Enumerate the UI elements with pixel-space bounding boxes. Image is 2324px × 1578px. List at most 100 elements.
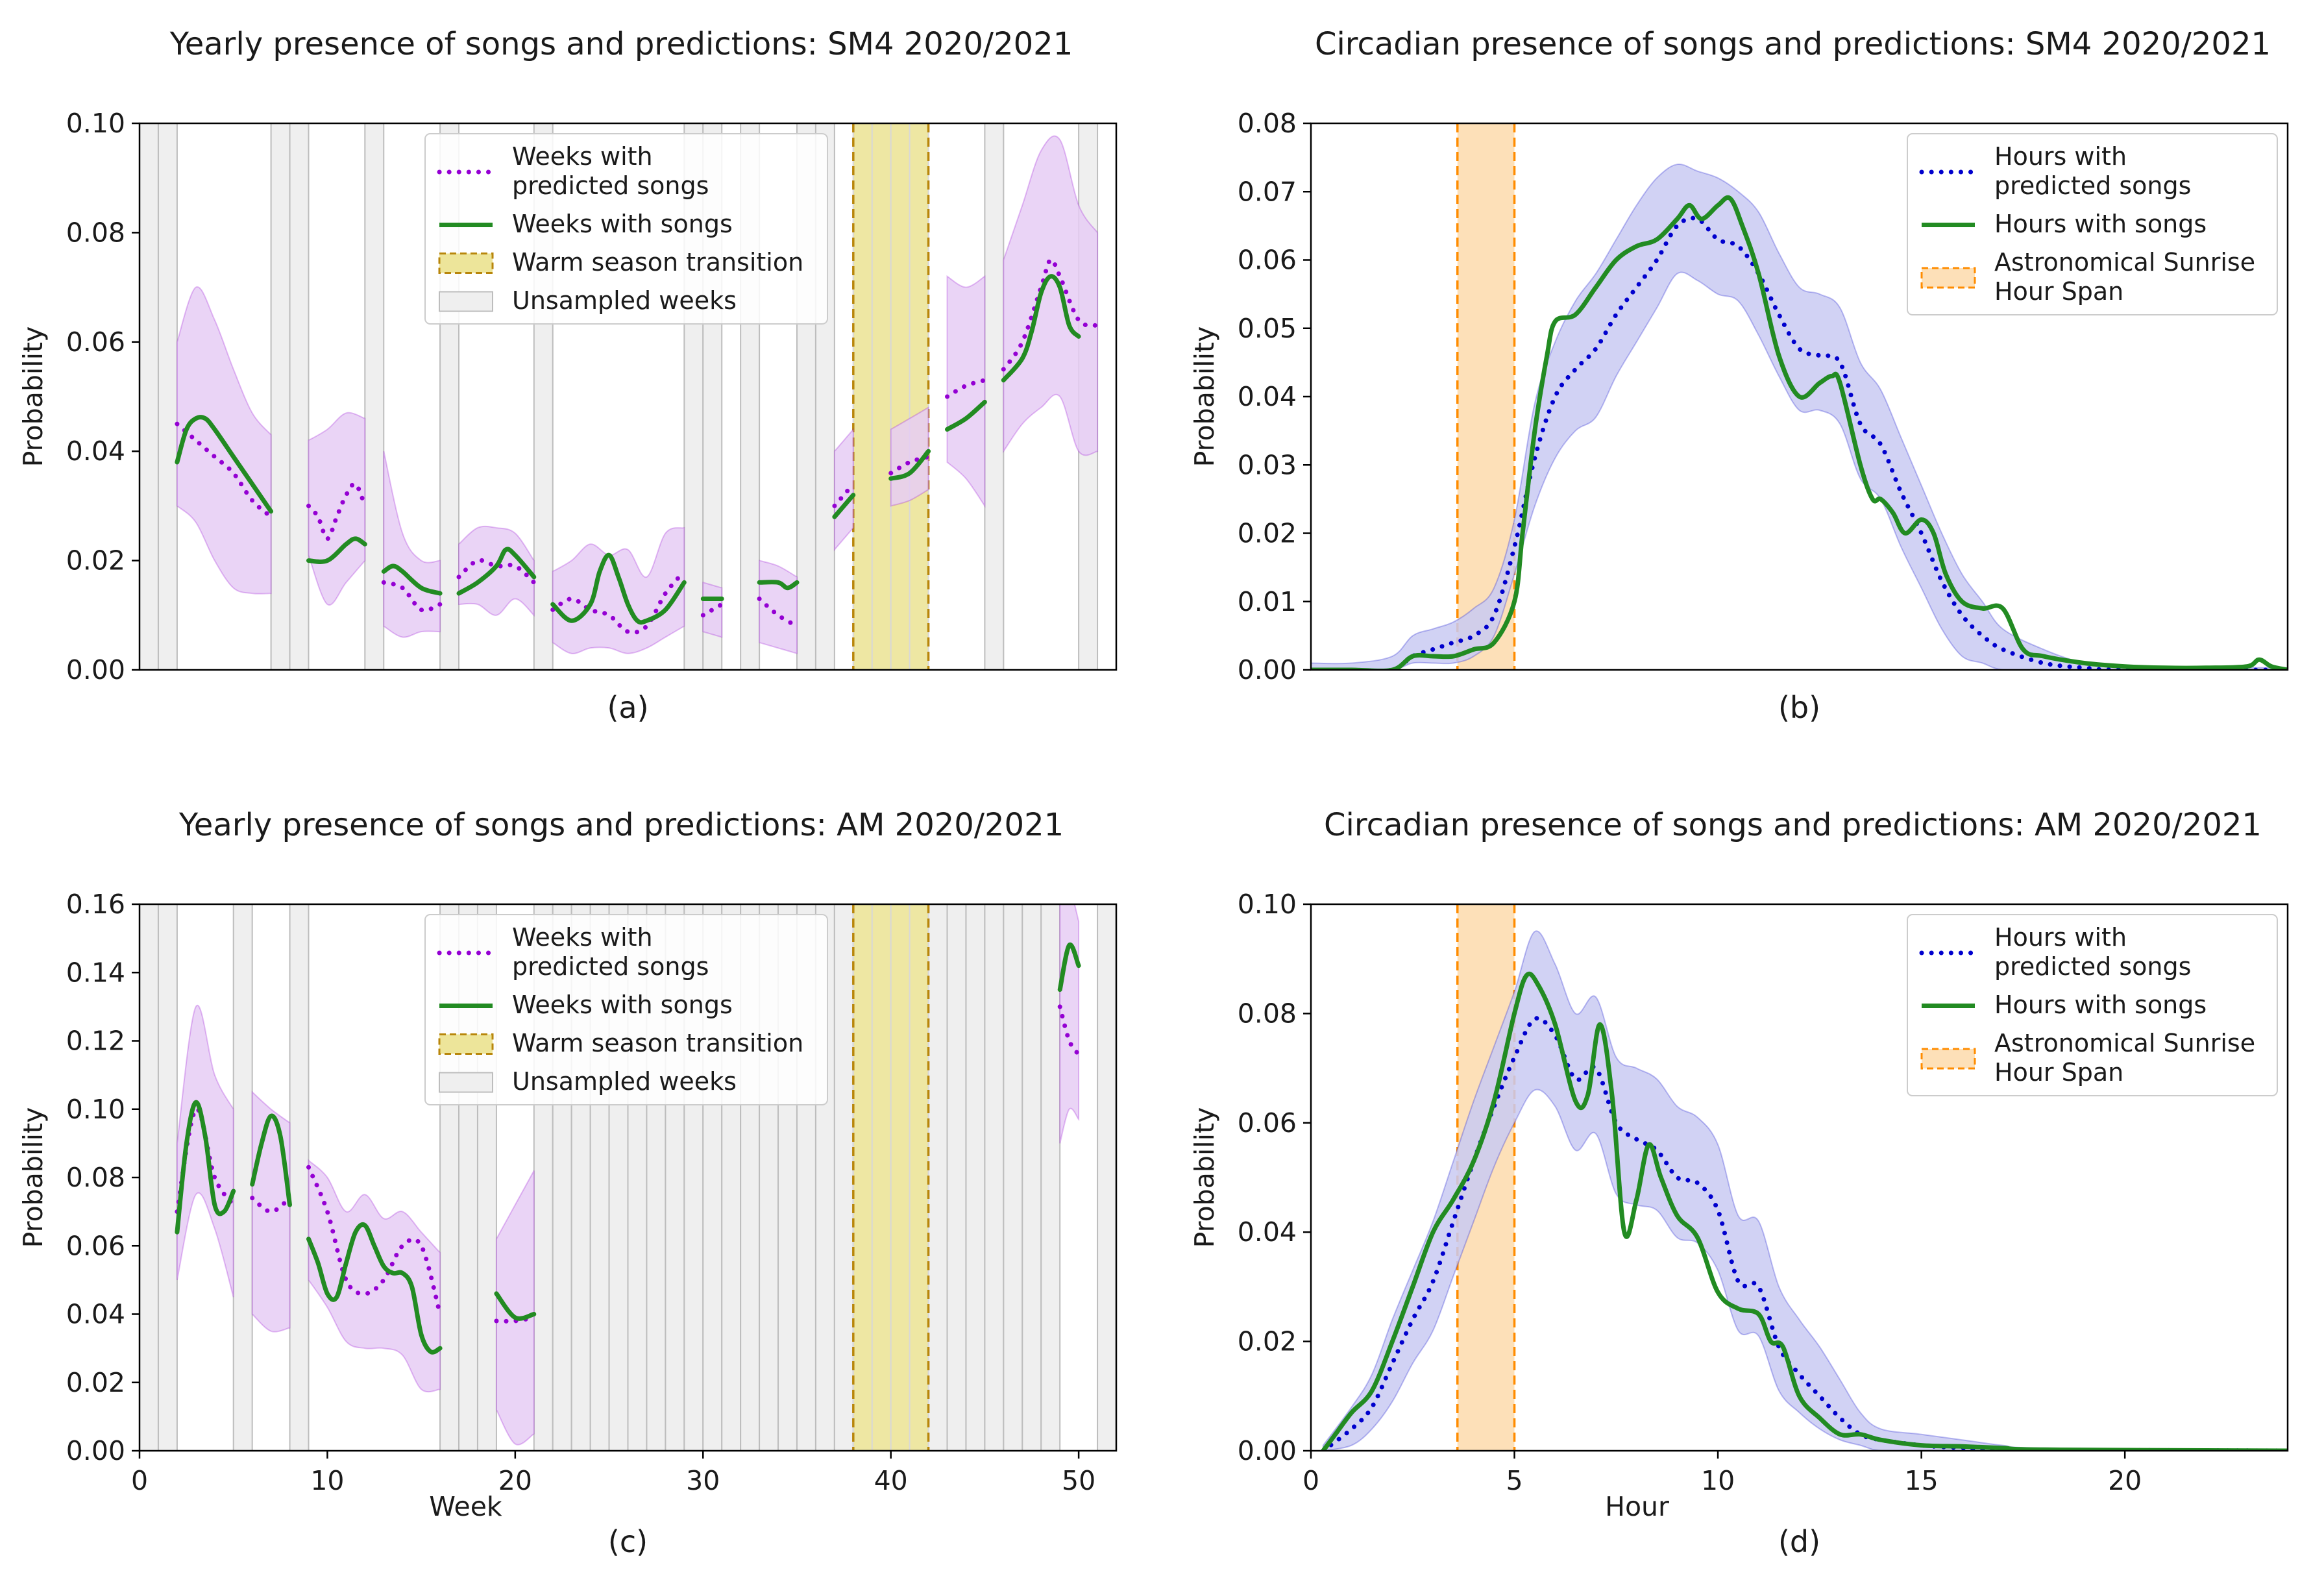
axes-frame	[138, 122, 1118, 671]
legend-box	[424, 914, 828, 1105]
y-tick-label: 0.10	[66, 1094, 125, 1125]
y-tick-label: 0.05	[1238, 313, 1297, 344]
legend-label: Astronomical Sunrise	[1994, 248, 2255, 277]
unsampled-week-bar	[157, 904, 178, 1451]
predicted-songs-line	[1057, 1004, 1081, 1057]
unsampled-week-bar	[984, 904, 1005, 1451]
unsampled-week-bar	[140, 123, 159, 670]
songs-line	[1311, 195, 2288, 670]
panel-b: 0.00 0.01 0.02 0.03 0.04 0.05 0.06 0.07 0.08 Prob…	[1189, 26, 2289, 725]
prediction-band	[1003, 135, 1099, 456]
songs-line	[1057, 943, 1081, 992]
y-tick-label: 0.10	[1238, 889, 1297, 920]
y-tick-label: 0.00	[1238, 1435, 1297, 1466]
legend-key-unsampled	[439, 291, 493, 312]
legend-box	[1907, 133, 2278, 315]
predicted-songs-line	[494, 1315, 537, 1324]
y-tick-label: 0.03	[1238, 449, 1297, 480]
predicted-songs-line	[381, 580, 443, 613]
prediction-band	[308, 412, 366, 606]
unsampled-week-bar	[1021, 904, 1042, 1451]
predicted-songs-line	[550, 569, 687, 635]
unsampled-week-bar	[1097, 904, 1116, 1451]
songs-line	[888, 449, 931, 481]
panel-a: 0.00 0.02 0.04 0.06 0.08 0.10 Probability Yearl…	[18, 26, 1118, 725]
y-axis-label: Probability	[18, 1107, 49, 1248]
y-tick-label: 0.04	[66, 436, 125, 467]
x-tick-label: 20	[2108, 1465, 2142, 1496]
unsampled-week-bar	[946, 904, 967, 1451]
legend-label: Hours with songs	[1994, 991, 2207, 1019]
y-tick-label: 0.08	[1238, 998, 1297, 1029]
legend-label: Weeks with songs	[512, 210, 733, 238]
unsampled-week-bar	[232, 904, 253, 1451]
legend-label: Astronomical Sunrise	[1994, 1029, 2255, 1057]
songs-line	[175, 415, 274, 514]
unsampled-week-bar	[965, 904, 986, 1451]
panel-caption: (c)	[608, 1524, 648, 1559]
predicted-songs-line	[250, 1196, 292, 1214]
y-tick-label: 0.02	[66, 1367, 125, 1398]
unsampled-week-bar	[289, 123, 310, 670]
y-tick-label: 0.06	[66, 327, 125, 358]
x-tick-label: 5	[1506, 1465, 1523, 1496]
legend-box	[424, 133, 828, 325]
legend-label: Unsampled weeks	[512, 1067, 737, 1096]
x-axis-label: Week	[429, 1491, 502, 1522]
y-tick-label: 0.08	[66, 217, 125, 248]
songs-line	[832, 493, 856, 519]
panel-c: 0.00 0.02 0.04 0.06 0.08 0.10 0.12 0.14 0.16 0 10 2…	[18, 807, 1118, 1559]
prediction-band	[552, 526, 685, 654]
y-tick-label: 0.06	[1238, 1107, 1297, 1139]
y-axis-label: Probability	[1189, 1107, 1220, 1248]
y-tick-label: 0.10	[66, 108, 125, 139]
unsampled-week-bar	[289, 904, 310, 1451]
legend-label: predicted songs	[512, 171, 709, 200]
songs-line	[306, 536, 367, 564]
x-tick-label: 10	[1701, 1465, 1735, 1496]
y-axis-label: Probability	[1189, 327, 1220, 467]
legend-key-warm-season	[438, 253, 494, 274]
legend-label: Hours with songs	[1994, 210, 2207, 238]
songs-line	[757, 580, 800, 591]
songs-line	[494, 1291, 537, 1321]
unsampled-week-bar	[833, 904, 854, 1451]
unsampled-week-bar	[140, 904, 159, 1451]
predicted-songs-line	[700, 602, 724, 618]
panel-caption: (d)	[1778, 1524, 1820, 1559]
prediction-band	[833, 427, 854, 552]
legend-label: Hour Span	[1994, 1058, 2123, 1087]
plot-area	[1321, 904, 2288, 1451]
songs-line	[1001, 274, 1081, 383]
y-tick-label: 0.06	[1238, 245, 1297, 276]
axes-frame	[1310, 903, 2289, 1452]
y-tick-label: 0.00	[66, 1435, 125, 1466]
legend-box	[1907, 914, 2278, 1096]
predicted-songs-line	[456, 558, 537, 585]
unsampled-week-bar	[364, 123, 385, 670]
legend-label: Hour Span	[1994, 277, 2123, 306]
legend-label: Warm season transition	[512, 248, 803, 277]
prediction-band	[946, 275, 986, 508]
y-tick-label: 0.08	[1238, 108, 1297, 139]
prediction-band	[308, 1159, 441, 1393]
legend-key-sunrise	[1920, 1048, 1976, 1070]
legend-label: Warm season transition	[512, 1029, 803, 1057]
legend-label: Hours with	[1994, 142, 2127, 171]
x-tick-label: 10	[310, 1465, 344, 1496]
songs-line	[456, 547, 537, 596]
unsampled-week-bar	[270, 123, 291, 670]
legend-label: Hours with	[1994, 923, 2127, 952]
songs-line	[1321, 971, 2288, 1451]
y-tick-label: 0.04	[1238, 1216, 1297, 1248]
songs-line	[175, 1100, 236, 1235]
unsampled-week-bar	[157, 123, 178, 670]
chart-title: Yearly presence of songs and predictions…	[178, 807, 1064, 843]
unsampled-week-bar	[927, 904, 948, 1451]
x-axis-label: Hour	[1605, 1491, 1669, 1522]
unsampled-week-bar	[984, 123, 1005, 670]
legend-label: predicted songs	[1994, 952, 2191, 981]
x-tick-label: 0	[131, 1465, 148, 1496]
